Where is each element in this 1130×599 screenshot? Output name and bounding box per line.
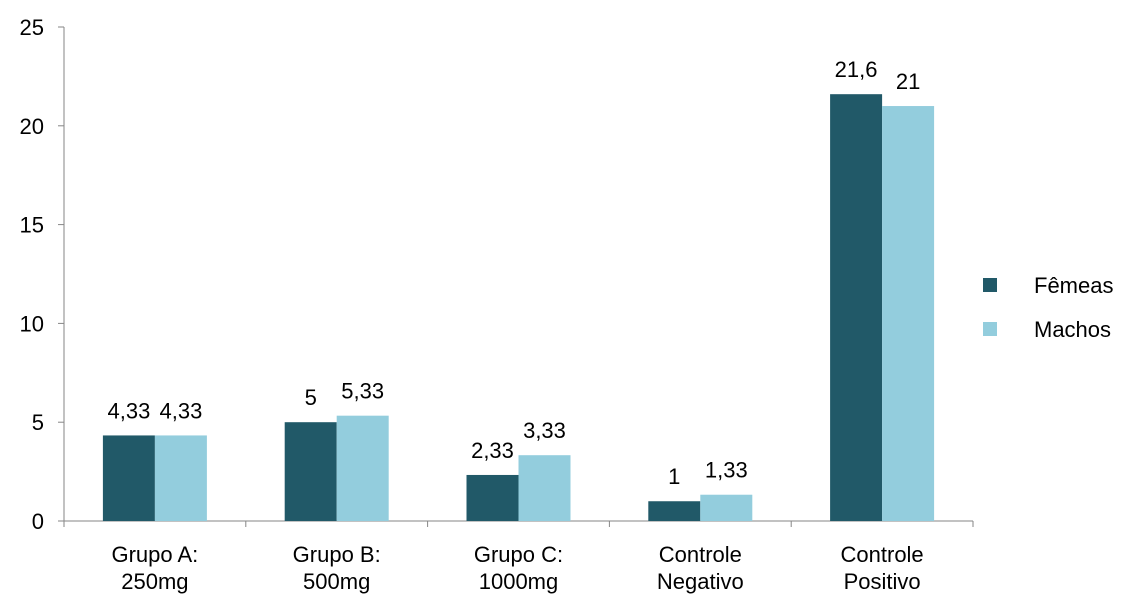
legend-label: Machos — [1034, 317, 1111, 342]
x-category-label: Positivo — [844, 569, 921, 594]
x-category-label: Grupo C: — [474, 542, 563, 567]
legend-label: Fêmeas — [1034, 273, 1113, 298]
bar-machos — [154, 435, 207, 521]
bar-machos — [882, 106, 935, 521]
x-axis: Grupo A:250mg Grupo B:500mg Grupo C:1000mg… — [63, 520, 974, 594]
x-category-label: Controle — [659, 542, 742, 567]
y-tick-label: 25 — [20, 15, 44, 40]
x-category-label: 1000mg — [479, 569, 559, 594]
bar-femeas — [830, 94, 883, 522]
data-label: 4,33 — [107, 398, 150, 423]
bar-femeas — [284, 422, 337, 521]
data-label: 21 — [896, 69, 920, 94]
x-category-label: 250mg — [121, 569, 188, 594]
y-tick-label: 5 — [32, 410, 44, 435]
data-label: 5,33 — [341, 379, 384, 404]
bar-femeas — [102, 435, 155, 521]
legend: Fêmeas Machos — [983, 273, 1113, 342]
data-label: 21,6 — [835, 57, 878, 82]
data-label: 3,33 — [523, 418, 566, 443]
x-category-label: Negativo — [657, 569, 744, 594]
bar-femeas — [648, 501, 701, 521]
x-category-label: Grupo A: — [111, 542, 198, 567]
y-axis: 0 5 10 15 20 25 — [20, 15, 65, 534]
bars — [102, 94, 935, 522]
bar-femeas — [466, 474, 519, 521]
bar-machos — [518, 455, 571, 521]
bar-machos — [700, 494, 753, 521]
y-tick-label: 20 — [20, 114, 44, 139]
x-category-label: 500mg — [303, 569, 370, 594]
data-labels: 4,33 5 2,33 1 21,6 4,33 5,33 3,33 1,33 21 — [107, 57, 920, 489]
data-label: 1 — [668, 464, 680, 489]
y-tick-label: 0 — [32, 509, 44, 534]
x-category-label: Controle — [841, 542, 924, 567]
legend-swatch — [983, 322, 997, 336]
data-label: 1,33 — [705, 458, 748, 483]
y-tick-label: 10 — [20, 311, 44, 336]
legend-swatch — [983, 278, 997, 292]
bar-machos — [336, 415, 389, 521]
data-label: 2,33 — [471, 438, 514, 463]
x-category-label: Grupo B: — [293, 542, 381, 567]
y-tick-label: 15 — [20, 213, 44, 238]
data-label: 5 — [305, 385, 317, 410]
data-label: 4,33 — [159, 398, 202, 423]
